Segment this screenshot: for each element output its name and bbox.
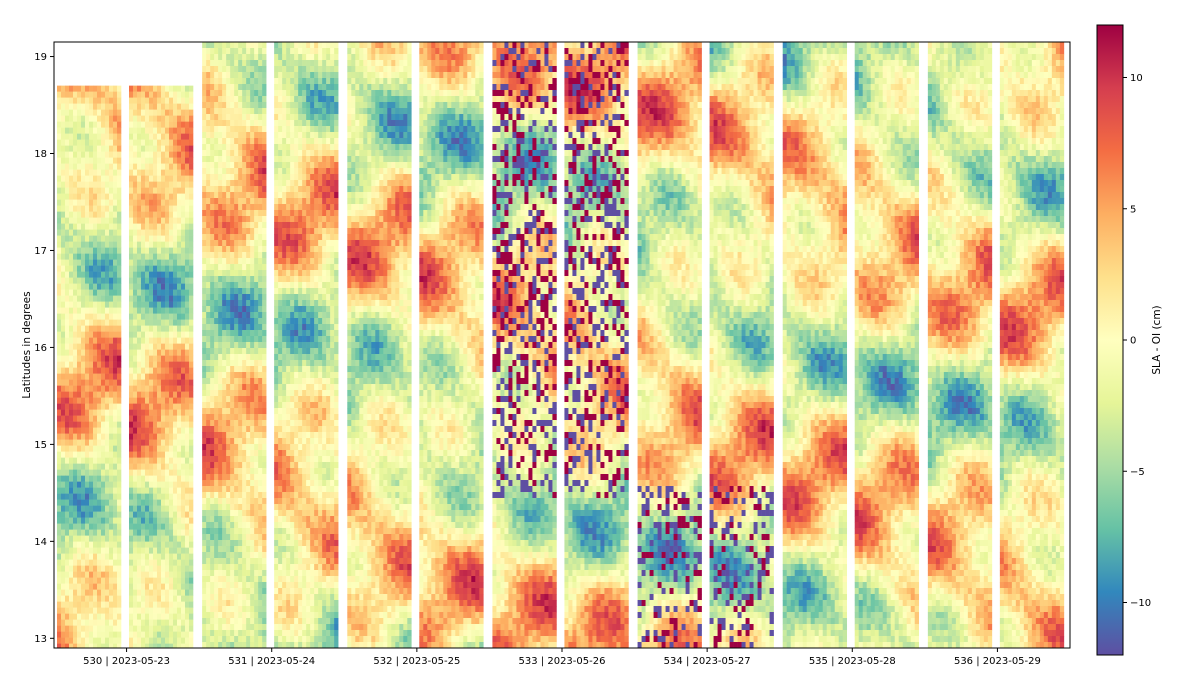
colorbar-tick-label: −5 xyxy=(1130,467,1145,478)
colorbar-gradient xyxy=(1097,25,1123,655)
swath-strip xyxy=(202,42,266,648)
colorbar-tick-label: 10 xyxy=(1130,73,1143,84)
y-axis: 13 14 15 16 17 18 19 xyxy=(34,52,54,645)
swath-strip xyxy=(1000,42,1064,648)
swath-strip xyxy=(928,42,992,648)
x-tick-label: 534 | 2023-05-27 xyxy=(664,656,751,667)
x-tick-label: 531 | 2023-05-24 xyxy=(228,656,315,667)
swath-strip xyxy=(419,42,483,648)
y-tick-label: 16 xyxy=(34,343,47,354)
colorbar-label: SLA - OI (cm) xyxy=(1151,305,1163,374)
swath-strip xyxy=(492,42,556,648)
y-tick-label: 18 xyxy=(34,149,47,160)
x-axis: 530 | 2023-05-23 531 | 2023-05-24 532 | 20… xyxy=(83,648,1041,667)
colorbar-tick-label: −10 xyxy=(1130,598,1151,609)
x-tick-label: 535 | 2023-05-28 xyxy=(809,656,896,667)
swath-heatmaps xyxy=(57,42,1064,650)
x-tick-label: 536 | 2023-05-29 xyxy=(954,656,1041,667)
x-tick-label: 532 | 2023-05-25 xyxy=(373,656,460,667)
colorbar-tick-label: 0 xyxy=(1130,336,1136,347)
x-tick-label: 530 | 2023-05-23 xyxy=(83,656,170,667)
colorbar-tick-label: 5 xyxy=(1130,204,1136,215)
swath-strip xyxy=(855,42,919,648)
swath-strip xyxy=(638,42,702,648)
y-tick-label: 15 xyxy=(34,440,47,451)
y-tick-label: 13 xyxy=(34,634,47,645)
x-tick-label: 533 | 2023-05-26 xyxy=(519,656,606,667)
swath-strip xyxy=(347,42,411,648)
y-axis-label: Latitudes in degrees xyxy=(21,291,33,398)
swath-strip xyxy=(783,42,847,648)
y-tick-label: 17 xyxy=(34,246,47,257)
swath-strip xyxy=(564,42,628,648)
colorbar: −10 −5 0 5 10 xyxy=(1097,25,1151,655)
swath-strip xyxy=(710,42,774,648)
y-tick-label: 14 xyxy=(34,537,47,548)
swath-strip xyxy=(129,86,193,650)
swath-strip xyxy=(57,86,121,650)
swath-strip xyxy=(274,42,338,648)
y-tick-label: 19 xyxy=(34,52,47,63)
